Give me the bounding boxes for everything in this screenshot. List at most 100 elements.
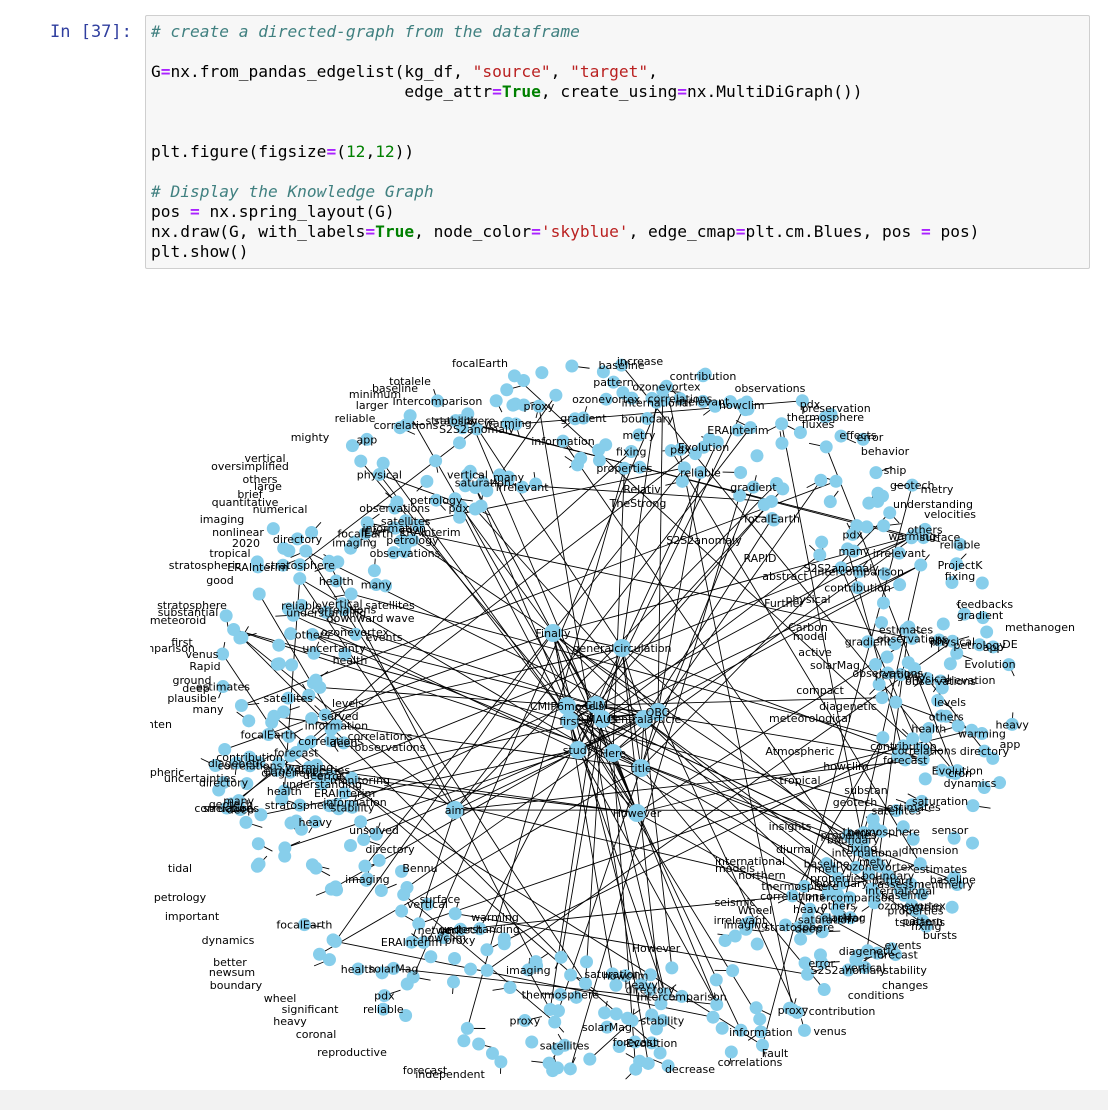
graph-node [871,486,885,500]
graph-node [405,935,419,949]
graph-node [250,859,264,873]
graph-node [501,473,515,487]
graph-node [592,443,606,457]
node-label: observations [359,502,430,515]
node-label: correlations [374,419,439,432]
graph-node [993,776,1007,790]
node-label: boundary [621,413,674,426]
node-label: gradient [560,412,607,425]
graph-edge [454,759,924,811]
graph-node [915,887,929,901]
graph-node [702,432,716,446]
graph-node [868,887,882,901]
node-label: tsunamis [895,916,945,929]
node-label: However [632,942,681,955]
graph-node [754,1025,768,1039]
graph-node [875,691,889,705]
graph-edge [379,474,571,722]
graph-node [613,639,631,657]
code-token: = [326,142,337,161]
graph-node [293,558,307,572]
node-label: howclim [719,399,765,412]
node-label: QBO [646,706,671,719]
graph-node [934,709,948,723]
graph-node [604,744,622,762]
graph-node [753,1012,767,1026]
node-label: meteoroid [150,614,206,627]
node-label: metry [941,878,974,891]
graph-node [877,519,891,533]
node-label: saturation [584,968,640,981]
node-label: stratospheric [169,559,241,572]
graph-node [309,861,323,875]
graph-node [739,918,753,932]
graph-node [980,625,994,639]
graph-node [569,990,583,1004]
node-label: geotech [438,923,483,936]
code-token: , [648,62,658,81]
graph-edge [515,400,803,425]
graph-node [358,526,372,540]
graph-node [874,616,888,630]
node-label: imaging [724,919,769,932]
graph-edge [454,427,751,811]
node-label: stability [434,415,478,428]
node-label: understanding [440,923,520,936]
node-label: properties [820,829,876,842]
graph-edge [338,705,568,810]
graph-node [634,977,648,991]
graph-edge [382,462,571,722]
node-label: sensor [932,824,969,837]
graph-node [553,988,567,1002]
graph-node [823,495,837,509]
code-editor[interactable]: # create a directed-graph from the dataf… [145,15,1090,269]
graph-node [883,506,897,520]
graph-edge [514,375,921,750]
graph-node [673,442,687,456]
node-label: deep [303,769,331,782]
graph-node [843,891,857,905]
graph-node [876,596,890,610]
graph-node [338,647,352,661]
code-token: nx.from_pandas_edgelist(kg_df, [170,62,473,81]
node-label: reliable [363,1003,404,1016]
graph-node [872,677,886,691]
graph-node [375,966,389,980]
graph-edge [486,640,953,971]
node-label: baseline [372,382,418,395]
graph-node [813,948,827,962]
node-label: contribution [870,740,937,753]
graph-edge [621,647,645,720]
node-label: petrology [154,891,207,904]
graph-node [344,587,358,601]
node-label: correlations [194,802,259,815]
node-label: pdx [800,398,821,411]
graph-node [641,1056,655,1070]
graph-node [277,784,291,798]
node-label: contribution [824,582,891,595]
node-label: forecast [883,754,928,767]
graph-node [576,411,590,425]
node-label: forecast [274,746,319,759]
node-label: Carbon [788,621,828,634]
node-label: effects [839,429,876,442]
graph-node [976,611,990,625]
graph-node [665,961,679,975]
graph-edge [319,767,642,955]
graph-edge [589,1020,633,1060]
graph-node [801,967,815,981]
graph-node [904,877,918,891]
graph-node [374,884,388,898]
graph-node [473,922,487,936]
node-label: forecast [613,1036,658,1049]
graph-node [243,750,257,764]
node-label: good [206,574,233,587]
node-label: physical [930,635,975,648]
graph-node [819,912,833,926]
node-label: health [911,722,946,735]
node-label: ship [884,464,907,477]
graph-node [946,634,960,648]
graph-node [412,917,426,931]
code-text[interactable]: # create a directed-graph from the dataf… [151,22,979,262]
graph-node [558,697,576,715]
